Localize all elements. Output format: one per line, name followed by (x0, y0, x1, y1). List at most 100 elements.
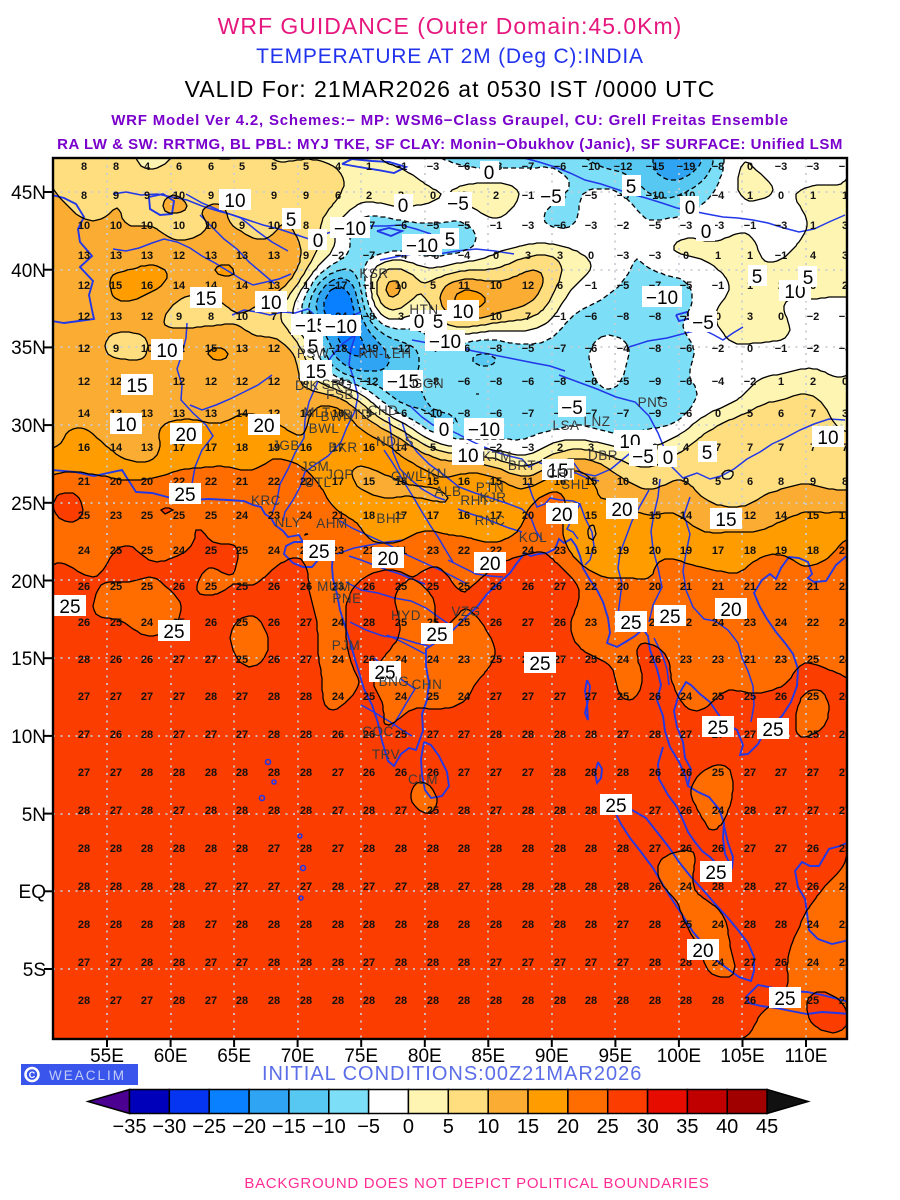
svg-text:10: 10 (156, 341, 177, 362)
svg-text:10: 10 (224, 191, 245, 212)
svg-text:28: 28 (173, 767, 185, 779)
svg-text:CHN: CHN (412, 677, 443, 692)
svg-text:28: 28 (490, 843, 502, 855)
svg-text:19: 19 (617, 545, 629, 557)
svg-text:−6: −6 (395, 220, 408, 232)
svg-text:CLM: CLM (408, 772, 438, 787)
svg-text:28: 28 (141, 919, 153, 931)
svg-text:105E: 105E (720, 1046, 764, 1067)
svg-text:UTL: UTL (304, 475, 331, 490)
svg-text:27: 27 (173, 729, 185, 741)
svg-text:27: 27 (205, 957, 217, 969)
svg-text:−19: −19 (677, 161, 696, 173)
svg-text:−3: −3 (775, 220, 788, 232)
svg-text:16: 16 (78, 442, 90, 454)
svg-text:13: 13 (78, 250, 90, 262)
svg-text:0: 0 (747, 161, 753, 173)
svg-text:28: 28 (236, 919, 248, 931)
svg-text:13: 13 (141, 250, 153, 262)
svg-text:25: 25 (839, 995, 851, 1007)
svg-text:27: 27 (490, 691, 502, 703)
svg-text:27: 27 (522, 767, 534, 779)
svg-text:26: 26 (744, 995, 756, 1007)
svg-text:28: 28 (427, 919, 439, 931)
svg-text:16: 16 (458, 476, 470, 488)
svg-text:28: 28 (395, 995, 407, 1007)
svg-text:−6: −6 (490, 408, 503, 420)
svg-text:PNG: PNG (638, 395, 669, 410)
svg-text:−2: −2 (490, 442, 503, 454)
svg-text:9: 9 (810, 476, 816, 488)
svg-text:28: 28 (236, 805, 248, 817)
svg-text:28: 28 (268, 957, 280, 969)
svg-text:27: 27 (744, 767, 756, 779)
svg-text:28: 28 (141, 805, 153, 817)
svg-text:27: 27 (78, 691, 90, 703)
svg-text:27: 27 (268, 881, 280, 893)
svg-text:23: 23 (458, 654, 470, 666)
svg-text:28: 28 (458, 995, 470, 1007)
svg-text:−7: −7 (585, 408, 598, 420)
svg-text:11: 11 (522, 476, 534, 488)
svg-text:−7: −7 (554, 343, 567, 355)
svg-text:28: 28 (554, 729, 566, 741)
svg-text:28: 28 (332, 995, 344, 1007)
svg-text:24: 24 (300, 510, 313, 522)
svg-text:15: 15 (205, 343, 217, 355)
svg-text:28: 28 (585, 805, 597, 817)
svg-text:−7: −7 (363, 250, 376, 262)
svg-text:22: 22 (205, 476, 217, 488)
svg-text:27: 27 (110, 691, 122, 703)
svg-text:28: 28 (649, 919, 661, 931)
svg-text:26: 26 (839, 691, 851, 703)
svg-text:20: 20 (557, 1116, 579, 1138)
svg-text:12: 12 (268, 376, 280, 388)
svg-text:28: 28 (744, 881, 756, 893)
svg-text:−8: −8 (363, 311, 376, 323)
svg-text:28: 28 (585, 919, 597, 931)
svg-text:1: 1 (778, 376, 784, 388)
svg-text:23: 23 (744, 617, 756, 629)
svg-text:28: 28 (395, 957, 407, 969)
svg-text:20: 20 (617, 581, 629, 593)
svg-text:LNZ: LNZ (583, 414, 610, 429)
svg-text:23: 23 (712, 654, 724, 666)
svg-text:−5: −5 (522, 343, 535, 355)
svg-text:21: 21 (744, 654, 756, 666)
svg-text:23: 23 (110, 510, 122, 522)
svg-text:PJM: PJM (332, 638, 361, 653)
svg-text:28: 28 (78, 843, 90, 855)
svg-text:5: 5 (702, 443, 713, 464)
svg-text:26: 26 (78, 617, 90, 629)
svg-text:25: 25 (807, 995, 819, 1007)
svg-text:28: 28 (427, 995, 439, 1007)
svg-text:27: 27 (522, 957, 534, 969)
svg-text:3: 3 (842, 408, 848, 420)
svg-text:BNG: BNG (379, 674, 410, 689)
svg-text:21: 21 (839, 545, 851, 557)
svg-text:26: 26 (807, 881, 819, 893)
svg-text:NDLS: NDLS (376, 434, 414, 449)
svg-text:25: 25 (458, 581, 470, 593)
svg-text:27: 27 (332, 805, 344, 817)
svg-text:26: 26 (205, 617, 217, 629)
svg-text:20: 20 (141, 476, 153, 488)
svg-text:6: 6 (208, 161, 214, 173)
svg-text:CHT: CHT (546, 466, 575, 481)
svg-text:5: 5 (443, 1116, 454, 1138)
svg-text:−5: −5 (561, 398, 583, 419)
svg-text:25: 25 (605, 796, 626, 817)
svg-text:24: 24 (712, 919, 725, 931)
svg-text:75E: 75E (344, 1046, 378, 1067)
svg-text:−30: −30 (152, 1116, 186, 1138)
svg-text:0: 0 (414, 312, 425, 333)
svg-text:27: 27 (332, 843, 344, 855)
svg-text:22: 22 (458, 545, 470, 557)
svg-text:5: 5 (366, 408, 372, 420)
svg-text:28: 28 (712, 881, 724, 893)
svg-text:28: 28 (78, 919, 90, 931)
svg-text:10: 10 (115, 415, 136, 436)
svg-text:27: 27 (300, 881, 312, 893)
svg-text:−10: −10 (646, 288, 678, 309)
svg-text:27: 27 (490, 957, 502, 969)
